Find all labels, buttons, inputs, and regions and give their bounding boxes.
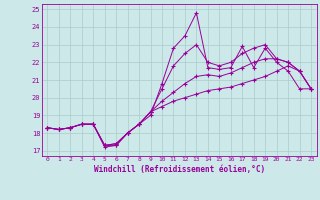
X-axis label: Windchill (Refroidissement éolien,°C): Windchill (Refroidissement éolien,°C) [94, 165, 265, 174]
